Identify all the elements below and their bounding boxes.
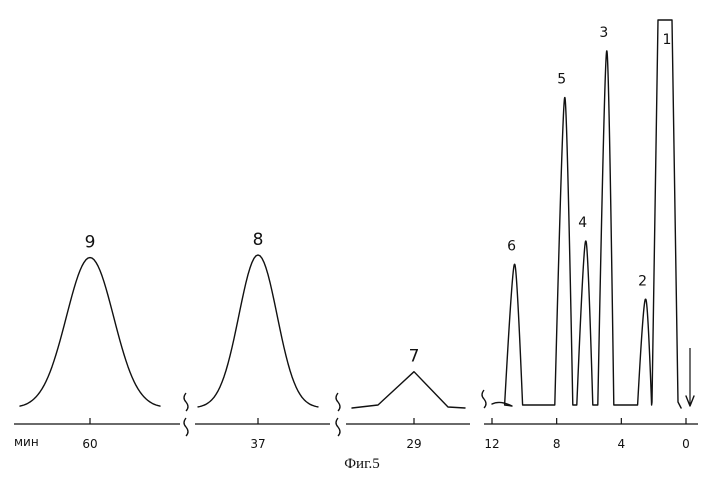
x-tick-label-4: 4	[618, 437, 626, 451]
peak-9-trace	[19, 256, 161, 407]
peak-1-label: 1	[663, 32, 672, 48]
x-tick-label-8: 8	[553, 437, 561, 451]
axis-break-marks	[183, 389, 487, 437]
peak-7-trace	[351, 371, 466, 409]
x-tick-label-29: 29	[406, 437, 421, 451]
peak-3-label: 3	[599, 25, 608, 41]
peak-7-label: 7	[409, 347, 420, 367]
x-tick-label-0: 0	[682, 437, 690, 451]
chart-marks: 9 60 8 37 7 29 12 8 4 0 6 5 4 3 2 1	[19, 19, 695, 451]
peak-5-label: 5	[557, 72, 566, 88]
peak-4-label: 4	[578, 215, 587, 231]
unit-label: мин	[14, 435, 39, 449]
peak-8-trace	[197, 254, 319, 408]
break-mark-3	[335, 392, 341, 412]
peak-8-label: 8	[253, 230, 264, 250]
figure-caption: Фиг.5	[344, 456, 380, 472]
x-tick-label-12: 12	[484, 437, 499, 451]
peak-6-label: 6	[507, 238, 516, 254]
x-tick-label-37: 37	[250, 437, 265, 451]
x-tick-label-60: 60	[82, 437, 97, 451]
break-mark-2	[183, 417, 189, 437]
main-trace	[491, 19, 682, 409]
peak-2-label: 2	[638, 273, 647, 289]
injection-arrow-head	[685, 395, 695, 407]
break-mark-5	[481, 389, 487, 409]
peak-9-label: 9	[85, 233, 96, 253]
break-mark-4	[335, 417, 341, 437]
break-mark-1	[183, 392, 189, 412]
